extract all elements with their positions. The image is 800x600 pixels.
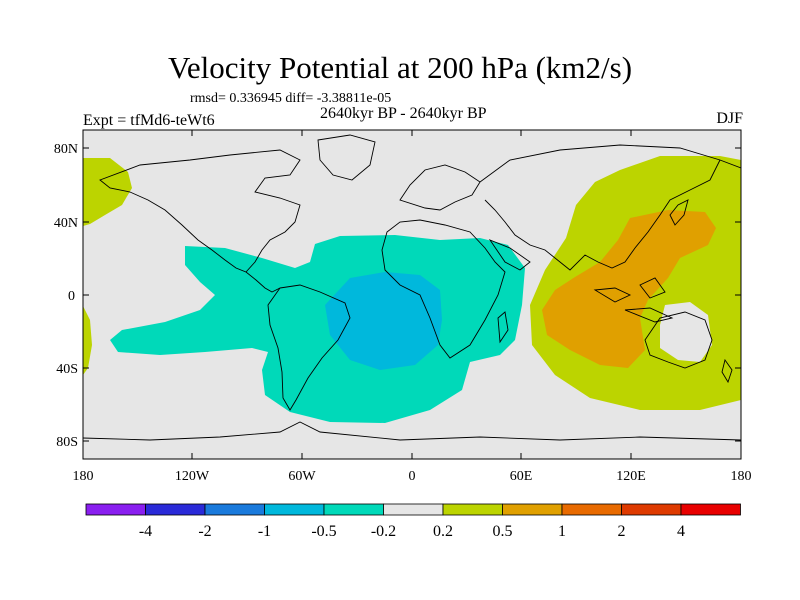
coastline-maritime-continent [593,277,674,323]
lon-label: 0 [409,469,416,484]
coastline-greenland [317,134,376,181]
region-central-pacific-positive [83,158,132,226]
lat-label: 80S [56,435,78,450]
colorbar-box [621,503,682,516]
colorbar-box [85,503,146,516]
coastline-arabia [488,239,531,271]
coastline-new-zealand [721,358,733,384]
coastline-north-america [99,149,301,273]
colorbar-label: -2 [198,523,211,540]
region-australia-neutral [660,302,712,362]
colorbar-label: -0.5 [311,523,336,540]
coastline-madagascar [497,311,509,344]
latitude-labels: 80N 40N 0 40S 80S [54,142,78,450]
lon-label: 120W [175,469,210,484]
coastline-south-america [267,284,351,411]
colorbar-box [561,503,622,516]
colorbar-label: -1 [258,523,271,540]
lat-label: 40N [54,216,78,231]
axis-ticks [83,130,741,459]
coastline-africa [381,219,506,359]
colorbar-label: -0.2 [371,523,396,540]
period-label: 2640kyr BP - 2640kyr BP [320,105,487,122]
experiment-label: Expt = tfMd6-teWt6 [83,112,215,129]
coastline-australia [644,311,713,369]
lon-label: 60W [288,469,316,484]
region-maritime-continent-max [542,210,716,368]
colorbar-label: 0.2 [433,523,453,540]
lon-label: 180 [731,469,752,484]
colorbar-label: 0.5 [493,523,513,540]
colorbar-label: 4 [677,523,685,540]
coastline-central-america [245,271,281,293]
region-south-atlantic-min [325,272,442,370]
colorbar-box [383,503,444,516]
coastline-japan [669,199,689,226]
colorbar-label: 1 [558,523,566,540]
coastline-asia [479,144,741,271]
colorbar-box [502,503,563,516]
colorbar: -4 -2 -1 -0.5 -0.2 0.2 0.5 1 2 4 [85,503,741,540]
lat-label: 40S [56,362,78,377]
colorbar-box [145,503,206,516]
lon-label: 120E [616,469,646,484]
lon-label: 180 [73,469,94,484]
plot-title: Velocity Potential at 200 hPa (km2/s) [167,50,633,85]
colorbar-box [442,503,503,516]
contour-fill-layer [83,156,741,423]
colorbar-box [264,503,325,516]
colorbar-label: 2 [618,523,626,540]
longitude-labels: 180 120W 60W 0 60E 120E 180 [73,469,752,484]
season-label: DJF [716,110,743,127]
lon-label: 60E [510,469,533,484]
colorbar-box [204,503,265,516]
colorbar-box [323,503,384,516]
rmsd-diff-stats: rmsd= 0.336945 diff= -3.38811e-05 [190,91,392,106]
colorbar-label: -4 [139,523,152,540]
coastlines [83,134,741,441]
region-central-pacific-positive-south [83,306,92,375]
coastline-antarctica [83,421,741,441]
lat-label: 80N [54,142,78,157]
colorbar-box [680,503,741,516]
lat-label: 0 [68,289,75,304]
